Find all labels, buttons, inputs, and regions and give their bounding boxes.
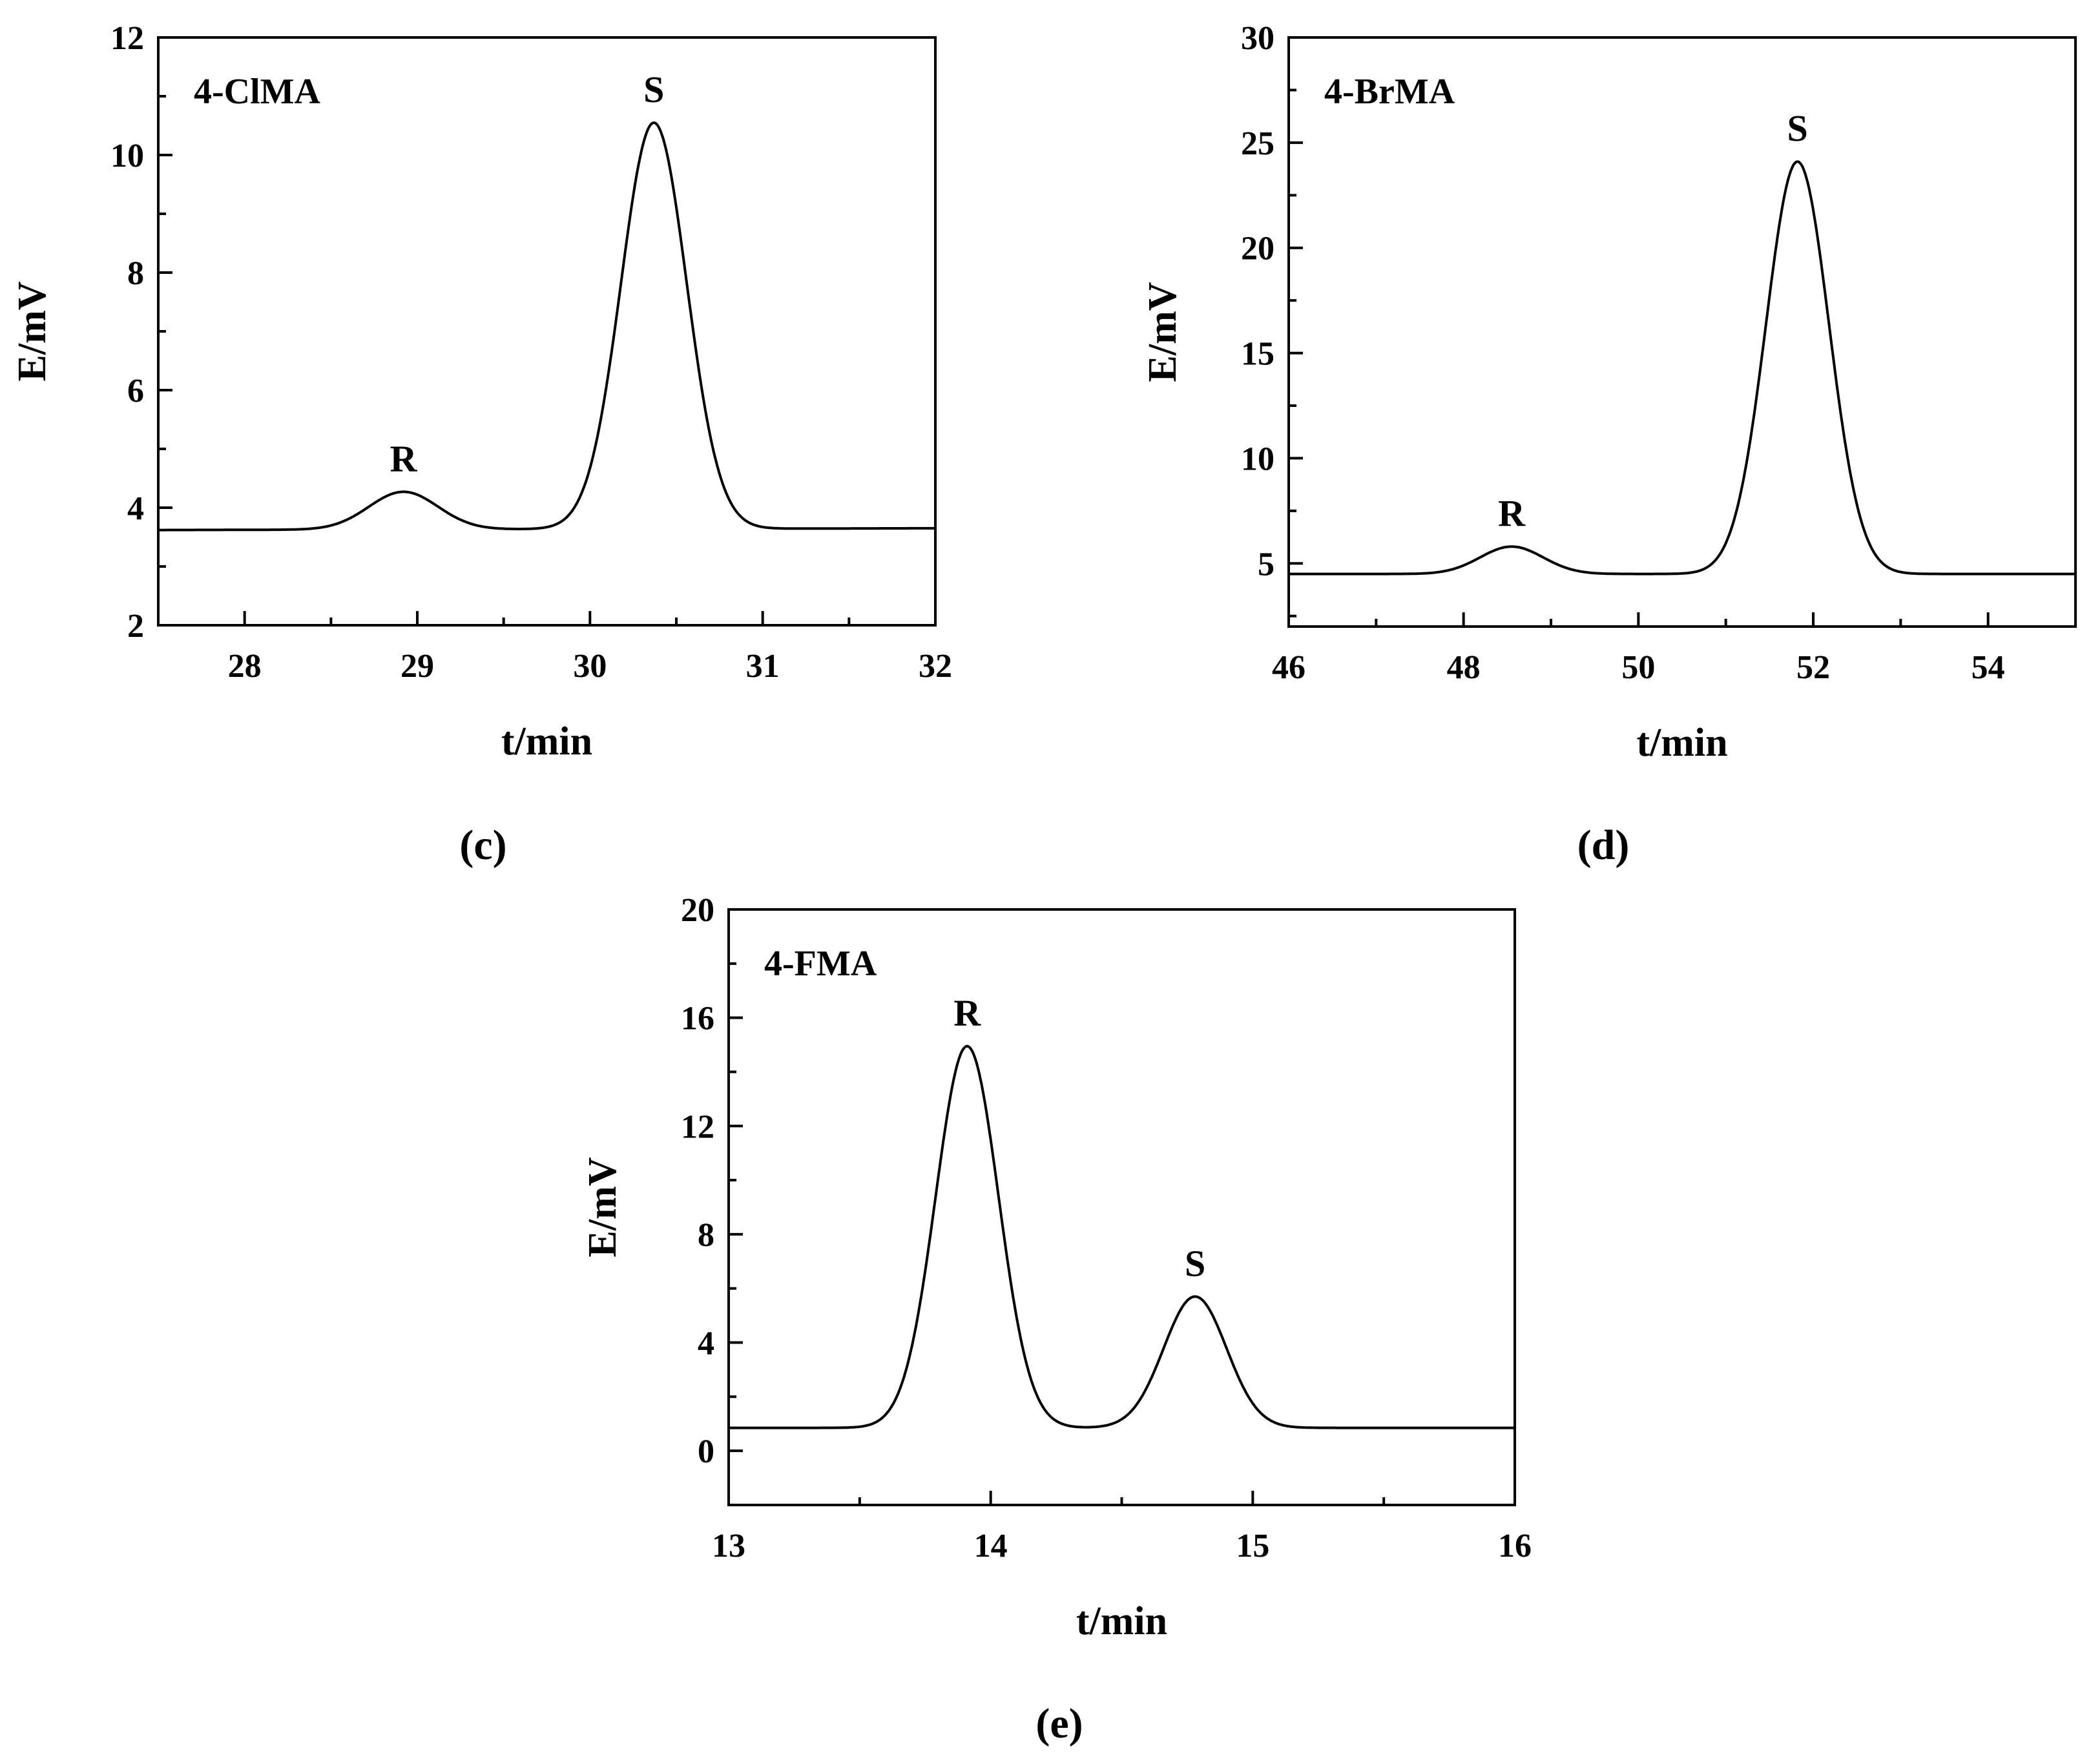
y-tick-label: 8	[698, 1217, 714, 1254]
x-tick-label: 29	[401, 648, 434, 685]
peak-label-s: S	[1185, 1242, 1205, 1284]
y-tick-label: 0	[698, 1433, 714, 1470]
peak-label-s: S	[643, 68, 664, 110]
x-tick-label: 14	[974, 1528, 1008, 1564]
compound-label: 4-BrMA	[1324, 72, 1455, 112]
peak-label-r: R	[953, 992, 981, 1034]
x-tick-label: 30	[573, 648, 607, 685]
y-tick-label: 20	[681, 892, 714, 929]
x-tick-label: 50	[1621, 649, 1655, 686]
y-tick-label: 4	[127, 490, 144, 527]
x-axis-title: t/min	[501, 720, 592, 763]
plot-frame	[1287, 36, 2077, 628]
x-tick-label: 32	[919, 648, 952, 685]
y-axis-title: E/mV	[10, 281, 54, 381]
x-tick-label: 15	[1236, 1528, 1269, 1564]
y-tick-label: 5	[1258, 546, 1274, 583]
panel-label-d: (d)	[1577, 822, 1630, 869]
chromatogram-trace	[1289, 160, 2075, 576]
x-tick-label: 52	[1796, 649, 1830, 686]
compound-label: 4-FMA	[764, 944, 877, 984]
panel-label-c: (c)	[459, 822, 506, 869]
y-tick-label: 8	[127, 255, 144, 292]
y-axis-title: E/mV	[1141, 282, 1185, 382]
chromatogram-trace	[729, 1044, 1515, 1429]
x-axis-title: t/min	[1076, 1599, 1167, 1643]
y-tick-label: 2	[127, 608, 144, 645]
plot-frame	[727, 908, 1516, 1506]
x-tick-label: 48	[1447, 649, 1481, 686]
y-tick-label: 15	[1241, 336, 1274, 373]
y-tick-label: 10	[1241, 441, 1274, 477]
chart-panel-e: 13 14 15 16 0 4 8 12 16 20 R S 4-FMA t/min E/mV (e)	[581, 892, 1532, 1747]
plot-frame	[157, 36, 937, 627]
chart-panel-c: 28 29 30 31 32 2 4 6 8 10 12 R S 4-ClMA t/min E/mV (c)	[10, 20, 952, 869]
panel-label-e: (e)	[1035, 1700, 1083, 1747]
y-tick-label: 10	[110, 138, 144, 174]
compound-label: 4-ClMA	[194, 72, 321, 112]
peak-label-r: R	[1498, 492, 1526, 534]
y-tick-label: 12	[681, 1108, 714, 1145]
y-tick-label: 30	[1241, 20, 1274, 57]
y-tick-label: 4	[698, 1325, 714, 1362]
y-tick-label: 12	[110, 20, 144, 57]
y-tick-label: 16	[681, 1001, 714, 1037]
y-axis-title: E/mV	[581, 1157, 625, 1257]
chromatogram-trace	[158, 121, 936, 532]
x-tick-label: 16	[1498, 1528, 1532, 1564]
x-tick-label: 46	[1272, 649, 1306, 686]
x-axis-title: t/min	[1636, 721, 1727, 765]
x-tick-label: 54	[1971, 649, 2005, 686]
x-tick-label: 31	[746, 648, 780, 685]
y-tick-label: 25	[1241, 125, 1274, 162]
y-tick-label: 20	[1241, 231, 1274, 267]
chart-panel-d: 46 48 50 52 54 5 10 15 20 25 30 R S 4-BrMA t/min E/mV (d…	[1141, 20, 2077, 869]
peak-label-r: R	[390, 437, 418, 479]
y-tick-label: 6	[127, 373, 144, 410]
x-tick-label: 13	[712, 1528, 745, 1564]
peak-label-s: S	[1787, 107, 1808, 149]
x-tick-label: 28	[228, 648, 262, 685]
